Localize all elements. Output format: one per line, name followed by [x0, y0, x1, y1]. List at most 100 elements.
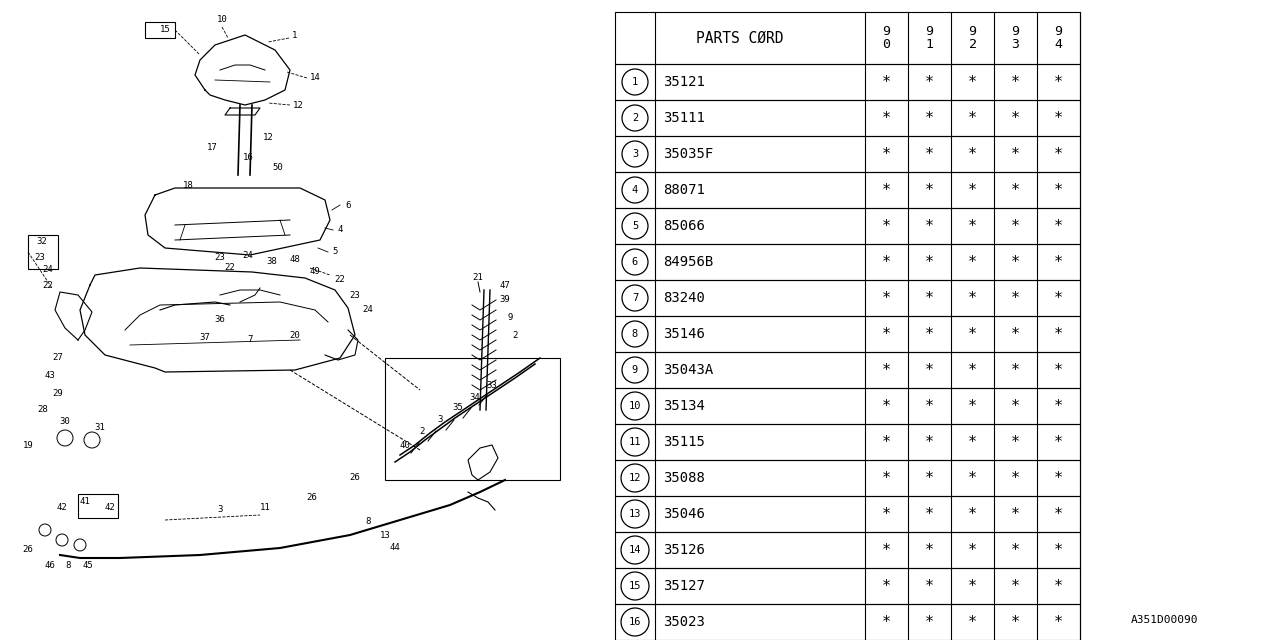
Text: *: *: [925, 147, 934, 161]
Text: 13: 13: [628, 509, 641, 519]
Text: 35134: 35134: [663, 399, 705, 413]
Text: *: *: [1053, 255, 1064, 269]
Text: *: *: [1011, 543, 1020, 557]
Text: *: *: [925, 74, 934, 90]
Bar: [614, 388, 1080, 424]
Text: 26: 26: [307, 493, 317, 502]
Text: 16: 16: [243, 154, 253, 163]
Text: 9
1: 9 1: [925, 25, 933, 51]
Text: *: *: [925, 326, 934, 342]
Text: *: *: [968, 614, 977, 630]
Text: 49: 49: [310, 268, 320, 276]
Text: 40: 40: [399, 440, 411, 449]
Text: 10: 10: [216, 15, 228, 24]
Text: 15: 15: [160, 26, 170, 35]
Text: *: *: [925, 291, 934, 305]
Text: 9: 9: [632, 365, 639, 375]
Text: *: *: [1053, 579, 1064, 593]
Text: 88071: 88071: [663, 183, 705, 197]
Text: 35023: 35023: [663, 615, 705, 629]
Text: *: *: [925, 218, 934, 234]
Text: *: *: [882, 614, 891, 630]
Text: *: *: [925, 543, 934, 557]
Text: *: *: [1053, 182, 1064, 198]
Text: 35111: 35111: [663, 111, 705, 125]
Text: *: *: [1053, 470, 1064, 486]
Text: *: *: [968, 326, 977, 342]
Text: *: *: [1011, 435, 1020, 449]
Text: *: *: [925, 182, 934, 198]
Text: 37: 37: [200, 333, 210, 342]
Text: 35046: 35046: [663, 507, 705, 521]
Bar: [614, 64, 1080, 100]
Text: 32: 32: [37, 237, 47, 246]
Bar: [614, 532, 1080, 568]
Text: *: *: [1011, 218, 1020, 234]
Text: *: *: [968, 399, 977, 413]
Text: 24: 24: [42, 266, 54, 275]
Text: 3: 3: [632, 149, 639, 159]
Bar: [614, 352, 1080, 388]
Text: *: *: [925, 362, 934, 378]
Text: *: *: [925, 579, 934, 593]
Text: 38: 38: [266, 257, 278, 266]
Text: *: *: [882, 182, 891, 198]
Text: *: *: [968, 579, 977, 593]
Text: 12: 12: [293, 100, 303, 109]
Text: *: *: [925, 111, 934, 125]
Bar: [614, 172, 1080, 208]
Bar: [614, 460, 1080, 496]
Text: 6: 6: [346, 200, 351, 209]
Text: 6: 6: [632, 257, 639, 267]
Text: *: *: [1053, 614, 1064, 630]
Text: *: *: [968, 362, 977, 378]
Text: *: *: [882, 111, 891, 125]
Text: 5: 5: [333, 248, 338, 257]
Text: *: *: [882, 74, 891, 90]
Text: *: *: [882, 326, 891, 342]
Text: *: *: [968, 218, 977, 234]
Text: 2: 2: [512, 330, 517, 339]
Text: *: *: [1053, 291, 1064, 305]
Text: *: *: [882, 399, 891, 413]
Text: 31: 31: [95, 424, 105, 433]
Text: 10: 10: [628, 401, 641, 411]
Text: 3: 3: [438, 415, 443, 424]
Text: *: *: [968, 74, 977, 90]
Text: *: *: [882, 435, 891, 449]
Text: 7: 7: [247, 335, 252, 344]
Text: 9
0: 9 0: [882, 25, 891, 51]
Text: 20: 20: [289, 330, 301, 339]
Text: 85066: 85066: [663, 219, 705, 233]
Text: *: *: [968, 470, 977, 486]
Bar: [614, 136, 1080, 172]
Text: 21: 21: [472, 273, 484, 282]
Text: *: *: [1053, 399, 1064, 413]
Text: 50: 50: [273, 163, 283, 173]
Text: *: *: [1053, 435, 1064, 449]
Text: 46: 46: [45, 561, 55, 570]
Text: 15: 15: [628, 581, 641, 591]
Text: *: *: [1053, 74, 1064, 90]
Text: *: *: [1053, 147, 1064, 161]
Text: *: *: [1011, 399, 1020, 413]
Bar: [28, 235, 58, 269]
Text: *: *: [968, 111, 977, 125]
Text: 23: 23: [349, 291, 361, 300]
Bar: [614, 100, 1080, 136]
Text: 35: 35: [453, 403, 463, 413]
Text: 8: 8: [632, 329, 639, 339]
Text: 33: 33: [486, 381, 498, 390]
Text: 23: 23: [35, 253, 45, 262]
Text: *: *: [1053, 111, 1064, 125]
Text: *: *: [882, 147, 891, 161]
Text: 42: 42: [56, 504, 68, 513]
Text: 45: 45: [83, 561, 93, 570]
Text: 12: 12: [628, 473, 641, 483]
Text: *: *: [1011, 147, 1020, 161]
Text: 41: 41: [79, 497, 91, 506]
Text: *: *: [1011, 506, 1020, 522]
Text: 47: 47: [499, 280, 511, 289]
Text: 39: 39: [499, 296, 511, 305]
Text: 35121: 35121: [663, 75, 705, 89]
